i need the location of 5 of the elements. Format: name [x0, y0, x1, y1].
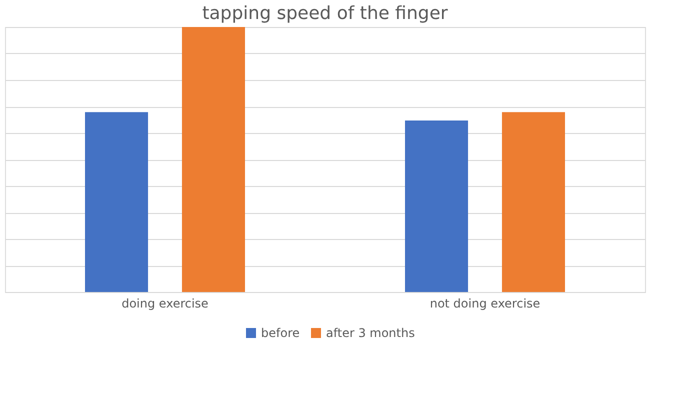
legend-label: before [261, 326, 300, 340]
x-tick-label: doing exercise [122, 296, 208, 310]
legend-label: after 3 months [326, 326, 415, 340]
x-tick-label: not doing exercise [430, 296, 540, 310]
chart-title: tapping speed of the finger [202, 3, 448, 24]
